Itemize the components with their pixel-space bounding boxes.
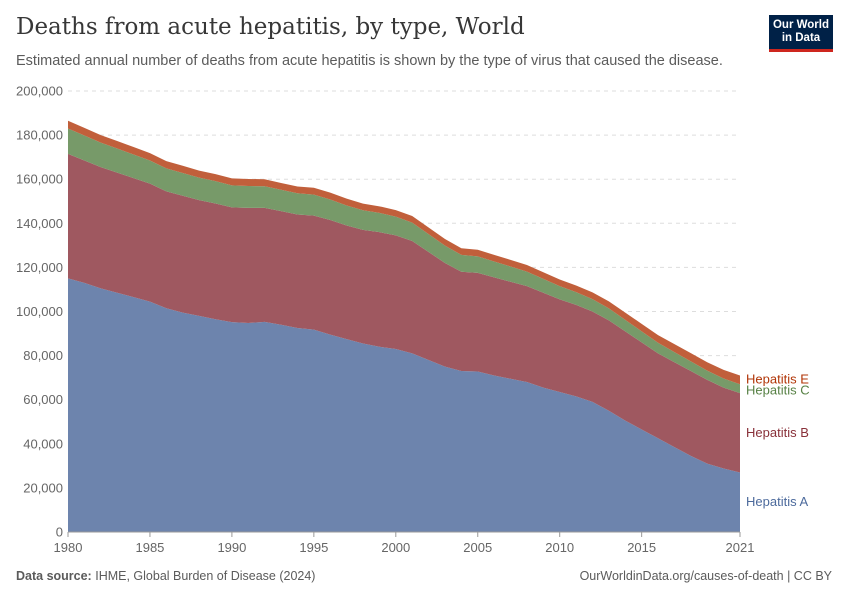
x-tick-label: 1995 — [299, 540, 328, 555]
area-hepatitis-a — [68, 278, 740, 532]
x-tick-label: 1985 — [135, 540, 164, 555]
x-tick-label: 2000 — [381, 540, 410, 555]
x-tick-label: 1990 — [217, 540, 246, 555]
data-source: Data source: IHME, Global Burden of Dise… — [16, 569, 315, 583]
series-label[interactable]: Hepatitis A — [746, 494, 808, 509]
footer-link[interactable]: OurWorldinData.org/causes-of-death | CC … — [579, 569, 832, 583]
y-tick-label: 100,000 — [16, 304, 63, 319]
x-tick-label: 2015 — [627, 540, 656, 555]
area-hepatitis-c — [68, 128, 740, 394]
y-tick-label: 180,000 — [16, 128, 63, 143]
x-tick-label: 2021 — [726, 540, 755, 555]
x-tick-label: 1980 — [54, 540, 83, 555]
y-tick-label: 160,000 — [16, 172, 63, 187]
series-label[interactable]: Hepatitis E — [746, 371, 809, 386]
chart-subtitle: Estimated annual number of deaths from a… — [16, 53, 723, 69]
y-tick-label: 0 — [56, 525, 63, 540]
owid-logo[interactable]: Our World in Data — [769, 15, 833, 52]
area-hepatitis-b — [68, 153, 740, 473]
y-tick-label: 60,000 — [23, 392, 63, 407]
chart-title: Deaths from acute hepatitis, by type, Wo… — [16, 14, 525, 40]
y-tick-label: 80,000 — [23, 348, 63, 363]
series-label[interactable]: Hepatitis B — [746, 425, 809, 440]
y-tick-label: 40,000 — [23, 436, 63, 451]
x-tick-label: 2010 — [545, 540, 574, 555]
y-tick-label: 200,000 — [16, 84, 63, 99]
y-tick-label: 120,000 — [16, 260, 63, 275]
source-label: Data source: — [16, 569, 92, 583]
y-tick-label: 140,000 — [16, 216, 63, 231]
y-tick-label: 20,000 — [23, 480, 63, 495]
series-label[interactable]: Hepatitis C — [746, 382, 810, 397]
source-text[interactable]: IHME, Global Burden of Disease (2024) — [95, 569, 316, 583]
x-tick-label: 2005 — [463, 540, 492, 555]
